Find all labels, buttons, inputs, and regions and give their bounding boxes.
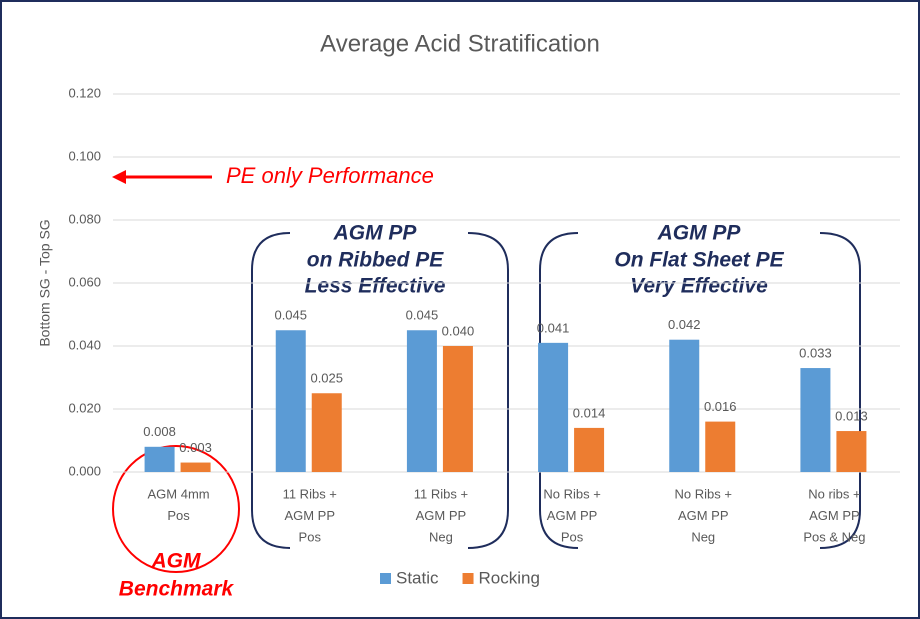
x-tick-label: AGM PP	[416, 508, 467, 523]
legend-swatch	[380, 573, 391, 584]
y-axis-label: Bottom SG - Top SG	[37, 219, 53, 346]
x-tick-label: Pos & Neg	[803, 529, 865, 544]
data-label: 0.042	[668, 317, 701, 332]
data-label: 0.003	[179, 440, 212, 455]
data-label: 0.033	[799, 345, 832, 360]
bar	[669, 339, 700, 472]
annotation: PE only Performance	[226, 163, 434, 188]
legend-swatch	[462, 573, 474, 584]
bar	[836, 431, 867, 472]
bracket	[251, 232, 291, 549]
x-tick-label: AGM PP	[678, 508, 729, 523]
data-label: 0.025	[310, 371, 343, 386]
x-tick-label: AGM 4mm	[148, 486, 210, 501]
annotation: Very Effective	[630, 275, 768, 298]
x-tick-label: 11 Ribs +	[414, 486, 468, 501]
data-label: 0.014	[573, 405, 606, 420]
bracket	[819, 232, 861, 549]
data-label: 0.045	[274, 308, 307, 323]
x-tick-label: No Ribs +	[543, 486, 600, 501]
annotation: Less Effective	[305, 275, 446, 298]
annotation: on Ribbed PE	[307, 249, 444, 272]
x-tick-label: Neg	[691, 529, 715, 544]
data-label: 0.013	[835, 408, 868, 423]
annotation: AGM	[151, 550, 202, 573]
x-tick-label: Pos	[167, 508, 190, 523]
y-tick-label: 0.040	[68, 337, 101, 352]
x-tick-label: Pos	[299, 529, 322, 544]
data-label: 0.045	[406, 308, 439, 323]
bar	[180, 462, 211, 472]
x-tick-label: AGM PP	[547, 508, 598, 523]
bar	[538, 342, 569, 472]
legend-label: Rocking	[479, 568, 540, 587]
bracket	[467, 232, 509, 549]
data-label: 0.041	[537, 320, 570, 335]
bar	[275, 330, 306, 472]
x-tick-label: 11 Ribs +	[283, 486, 337, 501]
x-tick-label: No ribs +	[808, 486, 860, 501]
bar	[800, 368, 831, 472]
y-tick-label: 0.080	[68, 211, 101, 226]
y-tick-label: 0.000	[68, 463, 101, 478]
y-tick-label: 0.020	[68, 400, 101, 415]
y-tick-label: 0.060	[68, 274, 101, 289]
benchmark-circle	[112, 445, 240, 573]
x-tick-label: AGM PP	[284, 508, 335, 523]
legend-label: Static	[396, 568, 439, 587]
bar	[574, 427, 605, 472]
data-label: 0.016	[704, 399, 737, 414]
chart-title: Average Acid Stratification	[320, 30, 600, 57]
x-tick-label: Neg	[429, 529, 453, 544]
x-tick-label: Pos	[561, 529, 584, 544]
y-tick-label: 0.120	[68, 85, 101, 100]
arrowhead	[112, 170, 126, 184]
x-tick-label: No Ribs +	[675, 486, 732, 501]
data-label: 0.008	[143, 424, 176, 439]
bar	[705, 421, 736, 472]
annotation: On Flat Sheet PE	[614, 249, 784, 272]
bar	[406, 330, 437, 472]
annotation: Benchmark	[119, 578, 235, 601]
annotation: AGM PP	[657, 222, 742, 245]
y-tick-label: 0.100	[68, 148, 101, 163]
bar	[144, 446, 175, 472]
bar	[311, 393, 342, 472]
annotation: AGM PP	[333, 222, 418, 245]
x-tick-label: AGM PP	[809, 508, 860, 523]
data-label: 0.040	[442, 323, 475, 338]
bar	[442, 346, 473, 472]
